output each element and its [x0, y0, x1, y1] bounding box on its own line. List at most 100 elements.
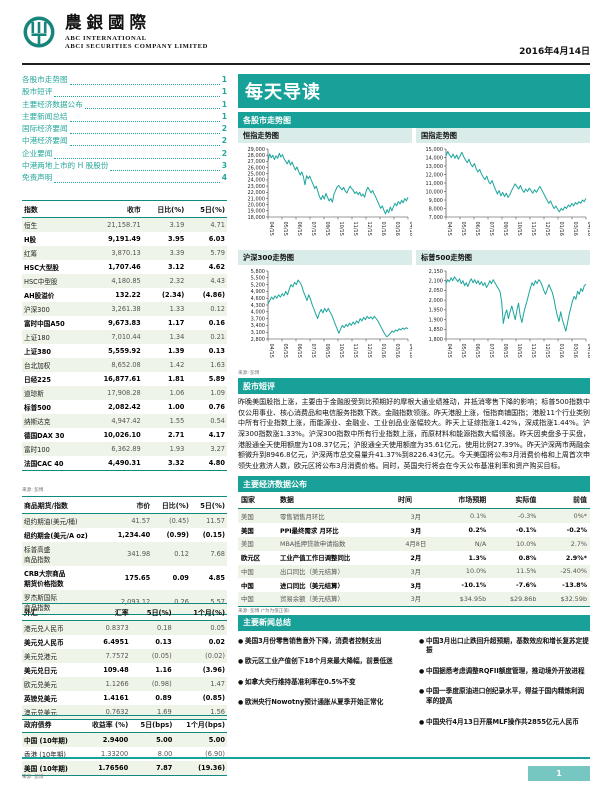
news-item: ● 中国央行4月13日开展MLF操作共2855亿元人民币	[419, 718, 590, 728]
svg-text:13,000: 13,000	[426, 164, 444, 170]
cell-forecast: -10.1%	[461, 581, 487, 590]
bullet-icon: ●	[419, 718, 425, 726]
charts-row-bottom: 沪深300走势图 5,800 5,500 5,200 4,900 4,600 4,300 4,…	[238, 250, 590, 369]
toc-item-7[interactable]: 中港两地上市的 H 股股份 3	[22, 160, 227, 172]
table-row: 中国 进口同比（美元结算） 3月 -10.1% -7.6% -13.8%	[238, 578, 590, 592]
toc-label: 主要经济数据公布	[22, 99, 83, 109]
svg-text:21,000: 21,000	[248, 196, 266, 202]
toc-item-3[interactable]: 主要新闻总结 1	[22, 111, 227, 123]
svg-text:03/16: 03/16	[394, 222, 400, 236]
cell-country: 中国	[241, 581, 254, 590]
chart-title: 恒指走势图	[238, 128, 412, 143]
toc-label: 各股市走势图	[22, 75, 68, 84]
svg-text:05/15: 05/15	[282, 344, 288, 358]
cell-day: 1.00	[168, 403, 185, 411]
svg-text:1,950: 1,950	[429, 308, 443, 314]
cell-name: 沪深300	[24, 306, 50, 314]
cell-day: 3.12	[168, 263, 185, 271]
svg-text:03/16: 03/16	[394, 344, 400, 358]
cell-country: 美国	[241, 526, 254, 535]
chart-plot: 29,000 28,000 27,000 26,000 25,000 24,000 23,0…	[238, 143, 412, 247]
cell-close: 4,180.85	[111, 277, 141, 285]
svg-text:01/16: 01/16	[558, 344, 564, 358]
chart-title: 沪深300走势图	[238, 250, 412, 265]
cell-time: 3月	[410, 581, 422, 590]
cell-time: 2月	[410, 554, 422, 563]
cell-five: (0.15)	[202, 531, 225, 539]
table-row: HSC大型股 1,707.46 3.12 4.62	[22, 260, 227, 274]
cell-close: 8,652.08	[111, 361, 141, 369]
svg-text:2,000: 2,000	[429, 298, 443, 304]
cell-price: 41.57	[131, 517, 151, 525]
cell-name: 富时中国A50	[24, 320, 65, 328]
cell-five: 7.68	[210, 550, 225, 558]
cell-month: 0.05	[210, 624, 225, 632]
toc-dots	[54, 89, 220, 98]
chart-2: 沪深300走势图 5,800 5,500 5,200 4,900 4,600 4,300 4,…	[238, 250, 412, 369]
svg-text:2,800: 2,800	[251, 337, 265, 343]
svg-text:05/15: 05/15	[282, 222, 288, 236]
cell-day: 3.19	[169, 221, 185, 229]
abc-bank-logo-icon	[22, 15, 56, 49]
news-text: 中国据悉考虑调整RQFII额度管理，推动境外开放进程	[426, 666, 585, 675]
cell-five: 0.18	[157, 624, 172, 632]
econ-header: 时间	[394, 492, 437, 510]
table-row: 中国 贸易余额（美元结算） 3月 $34.95b $29.86b $32.59b	[238, 592, 590, 607]
toc-item-2[interactable]: 主要经济数据公布 1	[22, 99, 227, 111]
cell-five: 5.89	[208, 375, 225, 383]
toc-item-8[interactable]: 免责声明 4	[22, 172, 227, 184]
cell-name: 港元兑人民币	[24, 625, 64, 633]
toc-item-5[interactable]: 中港经济要闻 2	[22, 135, 227, 147]
svg-text:03/16: 03/16	[572, 344, 578, 358]
toc-page: 4	[221, 173, 227, 183]
svg-text:05/15: 05/15	[460, 344, 466, 358]
svg-text:04/16: 04/16	[408, 344, 412, 358]
cell-rate: 6.4951	[103, 638, 129, 646]
toc-item-1[interactable]: 股市短评 1	[22, 86, 227, 98]
svg-text:2,050: 2,050	[429, 288, 443, 294]
table-row: 中国 (10年期) 2.9400 5.00 5.00	[22, 732, 227, 747]
cell-forecast: N/A	[474, 539, 487, 548]
cell-name: H股	[24, 236, 37, 244]
svg-text:04/15: 04/15	[446, 222, 452, 236]
svg-text:04/15: 04/15	[268, 344, 274, 358]
cell-rate: 1.4161	[103, 694, 129, 702]
market-commentary: 昨晚美国股指上涨，主要由于金融股受到比预期好的摩根大通业绩推动，并抵消零售下降的…	[238, 398, 590, 470]
cell-yield: 1.76560	[80, 761, 131, 776]
cell-month: 0.02	[208, 638, 225, 646]
cell-day: 1.17	[168, 319, 185, 327]
bond-header: 政府债券	[22, 715, 81, 733]
toc-label: 企业要闻	[22, 148, 53, 158]
news-column-right: ● 中国3月出口止跌回升超预期，基数效应和增长复苏定提振 ● 中国据悉考虑调整RQFI…	[419, 637, 590, 738]
cell-five: 1.63	[210, 361, 225, 369]
commodity-header: 商品期货/指数	[22, 496, 107, 514]
econ-header: 前值	[539, 492, 590, 510]
bullet-icon: ●	[419, 637, 425, 645]
cell-time: 3月	[410, 567, 422, 576]
svg-text:12,000: 12,000	[426, 172, 444, 178]
cell-close: 2,082.42	[108, 403, 141, 411]
svg-text:11/15: 11/15	[352, 222, 358, 236]
news-text: 中国3月出口止跌回升超预期，基数效应和增长复苏定提振	[426, 636, 589, 655]
company-name-en: ABC INTERNATIONAL	[65, 34, 147, 42]
cell-close: 1,707.46	[108, 263, 141, 271]
charts-source: 来源: 彭博	[238, 371, 260, 376]
cell-day: 1.81	[168, 375, 185, 383]
bond-table-source: 来源: 彭博	[22, 775, 44, 780]
toc-item-6[interactable]: 企业要闻 2	[22, 148, 227, 160]
fx-header: 汇率	[86, 603, 131, 621]
table-row: 欧元兑美元 1.1266 (0.98) 1.47	[22, 677, 227, 691]
chart-title: 国指走势图	[416, 128, 590, 143]
cell-name: 美元兑人民币	[24, 639, 64, 647]
cell-name: 恒生	[24, 222, 38, 230]
toc-item-0[interactable]: 各股市走势图 1	[22, 74, 227, 86]
svg-text:01/16: 01/16	[380, 222, 386, 236]
chart-title: 标普500走势图	[416, 250, 590, 265]
svg-text:05/15: 05/15	[460, 222, 466, 236]
news-text: 美国3月份零售销售意外下降，消费者控制支出	[245, 636, 382, 645]
table-row: 恒生 21,158.71 3.19 4.71	[22, 217, 227, 232]
chart-plot: 15,000 14,000 13,000 12,000 11,000 10,000 9,00…	[416, 143, 590, 247]
table-row: 日经225 16,877.61 1.81 5.89	[22, 372, 227, 386]
toc-item-4[interactable]: 国际经济要闻 2	[22, 123, 227, 135]
table-row: HSC中型股 4,180.85 2.32 4.43	[22, 274, 227, 288]
